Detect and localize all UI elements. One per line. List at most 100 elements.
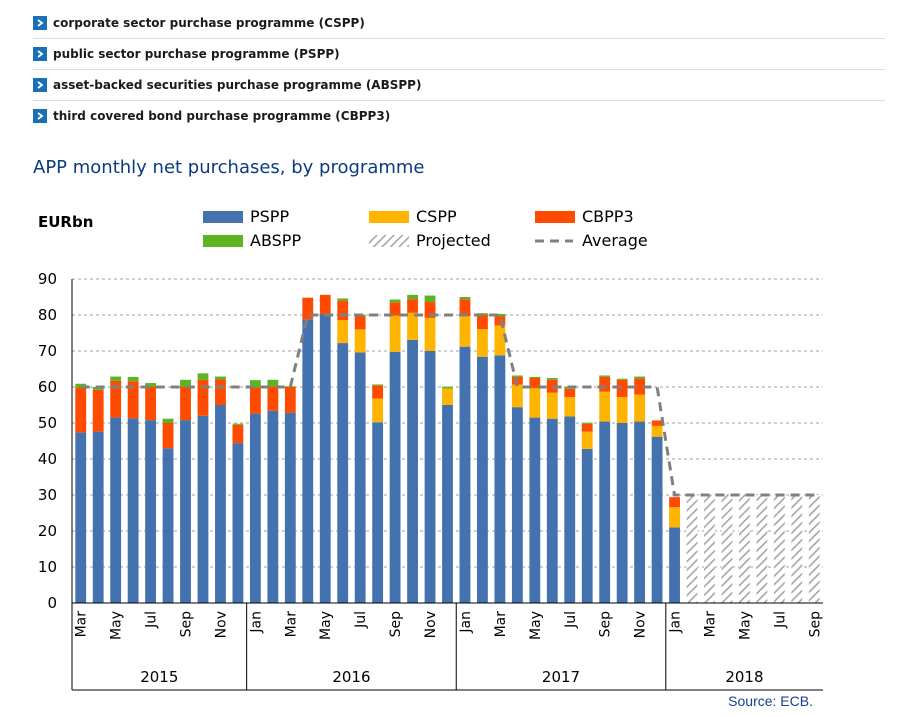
bar-pspp bbox=[459, 346, 471, 603]
legend-swatch-cbpp3 bbox=[535, 211, 575, 223]
bar-projected bbox=[791, 495, 803, 603]
bar-pspp bbox=[407, 339, 418, 603]
bar-cbpp3 bbox=[599, 376, 611, 392]
bar-cbpp3 bbox=[232, 424, 244, 444]
bar-cbpp3 bbox=[145, 386, 157, 421]
bar-abspp bbox=[337, 298, 349, 301]
programme-link-3[interactable]: third covered bond purchase programme (C… bbox=[33, 101, 885, 131]
bar-cbpp3 bbox=[75, 387, 87, 433]
bar-pspp bbox=[494, 355, 506, 603]
bar-pspp bbox=[442, 405, 453, 603]
programme-link-2[interactable]: asset-backed securities purchase program… bbox=[33, 70, 885, 101]
chevron-right-icon bbox=[33, 16, 47, 30]
bar-cbpp3 bbox=[110, 380, 122, 418]
bar-cbpp3 bbox=[669, 497, 680, 508]
bar-abspp bbox=[284, 386, 296, 387]
bar-pspp bbox=[284, 412, 296, 603]
bar-cbpp3 bbox=[127, 381, 139, 419]
x-tick-label: Jan bbox=[248, 611, 264, 634]
bar-cbpp3 bbox=[546, 379, 558, 393]
bar-projected bbox=[773, 495, 785, 603]
bar-pspp bbox=[564, 416, 576, 603]
bar-abspp bbox=[511, 375, 523, 377]
bar-abspp bbox=[249, 380, 261, 388]
bar-pspp bbox=[581, 448, 593, 603]
average-line bbox=[80, 313, 815, 497]
bar-projected bbox=[721, 495, 733, 603]
x-tick-label: Nov bbox=[214, 611, 230, 638]
bar-pspp bbox=[511, 407, 523, 603]
bar-abspp bbox=[215, 376, 226, 380]
year-label: 2017 bbox=[542, 668, 580, 686]
y-tick-label: 80 bbox=[38, 306, 57, 324]
year-label: 2016 bbox=[332, 668, 370, 686]
x-tick-label: Mar bbox=[74, 611, 90, 638]
x-tick-label: Mar bbox=[703, 611, 719, 638]
bar-cspp bbox=[442, 388, 453, 405]
bar-cspp bbox=[564, 397, 576, 417]
bar-cbpp3 bbox=[319, 294, 331, 314]
chart-title: APP monthly net purchases, by programme bbox=[33, 157, 425, 178]
bar-pspp bbox=[162, 448, 174, 603]
x-tick-label: Nov bbox=[423, 611, 439, 638]
bar-pspp bbox=[529, 417, 541, 603]
x-tick-label: Jan bbox=[458, 611, 474, 634]
legend-swatch-projected bbox=[369, 235, 409, 247]
bar-cbpp3 bbox=[372, 385, 384, 399]
bar-cbpp3 bbox=[651, 420, 663, 426]
bar-cspp bbox=[494, 325, 506, 356]
y-axis-label: EURbn bbox=[38, 213, 93, 231]
bar-abspp bbox=[424, 295, 436, 303]
bar-cbpp3 bbox=[354, 316, 366, 330]
bar-cspp bbox=[389, 315, 401, 352]
programme-link-0[interactable]: corporate sector purchase programme (CSP… bbox=[33, 8, 885, 39]
bar-cspp bbox=[354, 329, 366, 353]
bar-pspp bbox=[215, 405, 226, 603]
bar-pspp bbox=[145, 420, 157, 603]
legend-swatch-abspp bbox=[203, 235, 243, 247]
bar-cbpp3 bbox=[92, 389, 104, 432]
x-tick-label: Sep bbox=[179, 611, 195, 638]
bar-pspp bbox=[110, 417, 122, 603]
legend-label-abspp: ABSPP bbox=[250, 231, 301, 250]
legend-label-average: Average bbox=[582, 231, 648, 250]
bar-cspp bbox=[651, 425, 663, 437]
y-tick-label: 70 bbox=[38, 342, 57, 360]
bar-abspp bbox=[162, 418, 174, 423]
legend-swatch-cspp bbox=[369, 211, 409, 223]
y-tick-label: 60 bbox=[38, 378, 57, 396]
programme-link-1[interactable]: public sector purchase programme (PSPP) bbox=[33, 39, 885, 70]
bar-cbpp3 bbox=[424, 302, 436, 318]
legend-label-cspp: CSPP bbox=[416, 207, 457, 226]
bar-cspp bbox=[546, 392, 558, 419]
bar-abspp bbox=[546, 378, 558, 380]
bar-projected bbox=[756, 495, 768, 603]
legend-label-pspp: PSPP bbox=[250, 207, 289, 226]
bar-cbpp3 bbox=[197, 379, 209, 416]
legend-label-projected: Projected bbox=[416, 231, 491, 250]
bar-abspp bbox=[389, 299, 401, 303]
bar-pspp bbox=[337, 343, 349, 603]
y-tick-label: 50 bbox=[38, 414, 57, 432]
bar-pspp bbox=[354, 352, 366, 603]
bar-abspp bbox=[197, 373, 209, 380]
bar-abspp bbox=[616, 378, 628, 380]
programme-link-label: public sector purchase programme (PSPP) bbox=[53, 47, 340, 61]
x-tick-label: Sep bbox=[598, 611, 614, 638]
bar-cbpp3 bbox=[407, 299, 418, 313]
programme-list: corporate sector purchase programme (CSP… bbox=[33, 8, 885, 131]
bar-abspp bbox=[127, 376, 139, 382]
year-label: 2018 bbox=[725, 668, 763, 686]
bar-cspp bbox=[337, 320, 349, 344]
bar-pspp bbox=[127, 418, 139, 603]
bar-pspp bbox=[634, 421, 646, 603]
bar-cbpp3 bbox=[389, 302, 401, 316]
bar-abspp bbox=[232, 423, 244, 425]
year-label: 2015 bbox=[140, 668, 178, 686]
bar-abspp bbox=[599, 375, 611, 377]
x-tick-label: Mar bbox=[493, 611, 509, 638]
bar-cspp bbox=[616, 397, 628, 423]
bar-pspp bbox=[616, 423, 628, 603]
bar-cbpp3 bbox=[249, 387, 261, 414]
bar-abspp bbox=[267, 379, 279, 387]
